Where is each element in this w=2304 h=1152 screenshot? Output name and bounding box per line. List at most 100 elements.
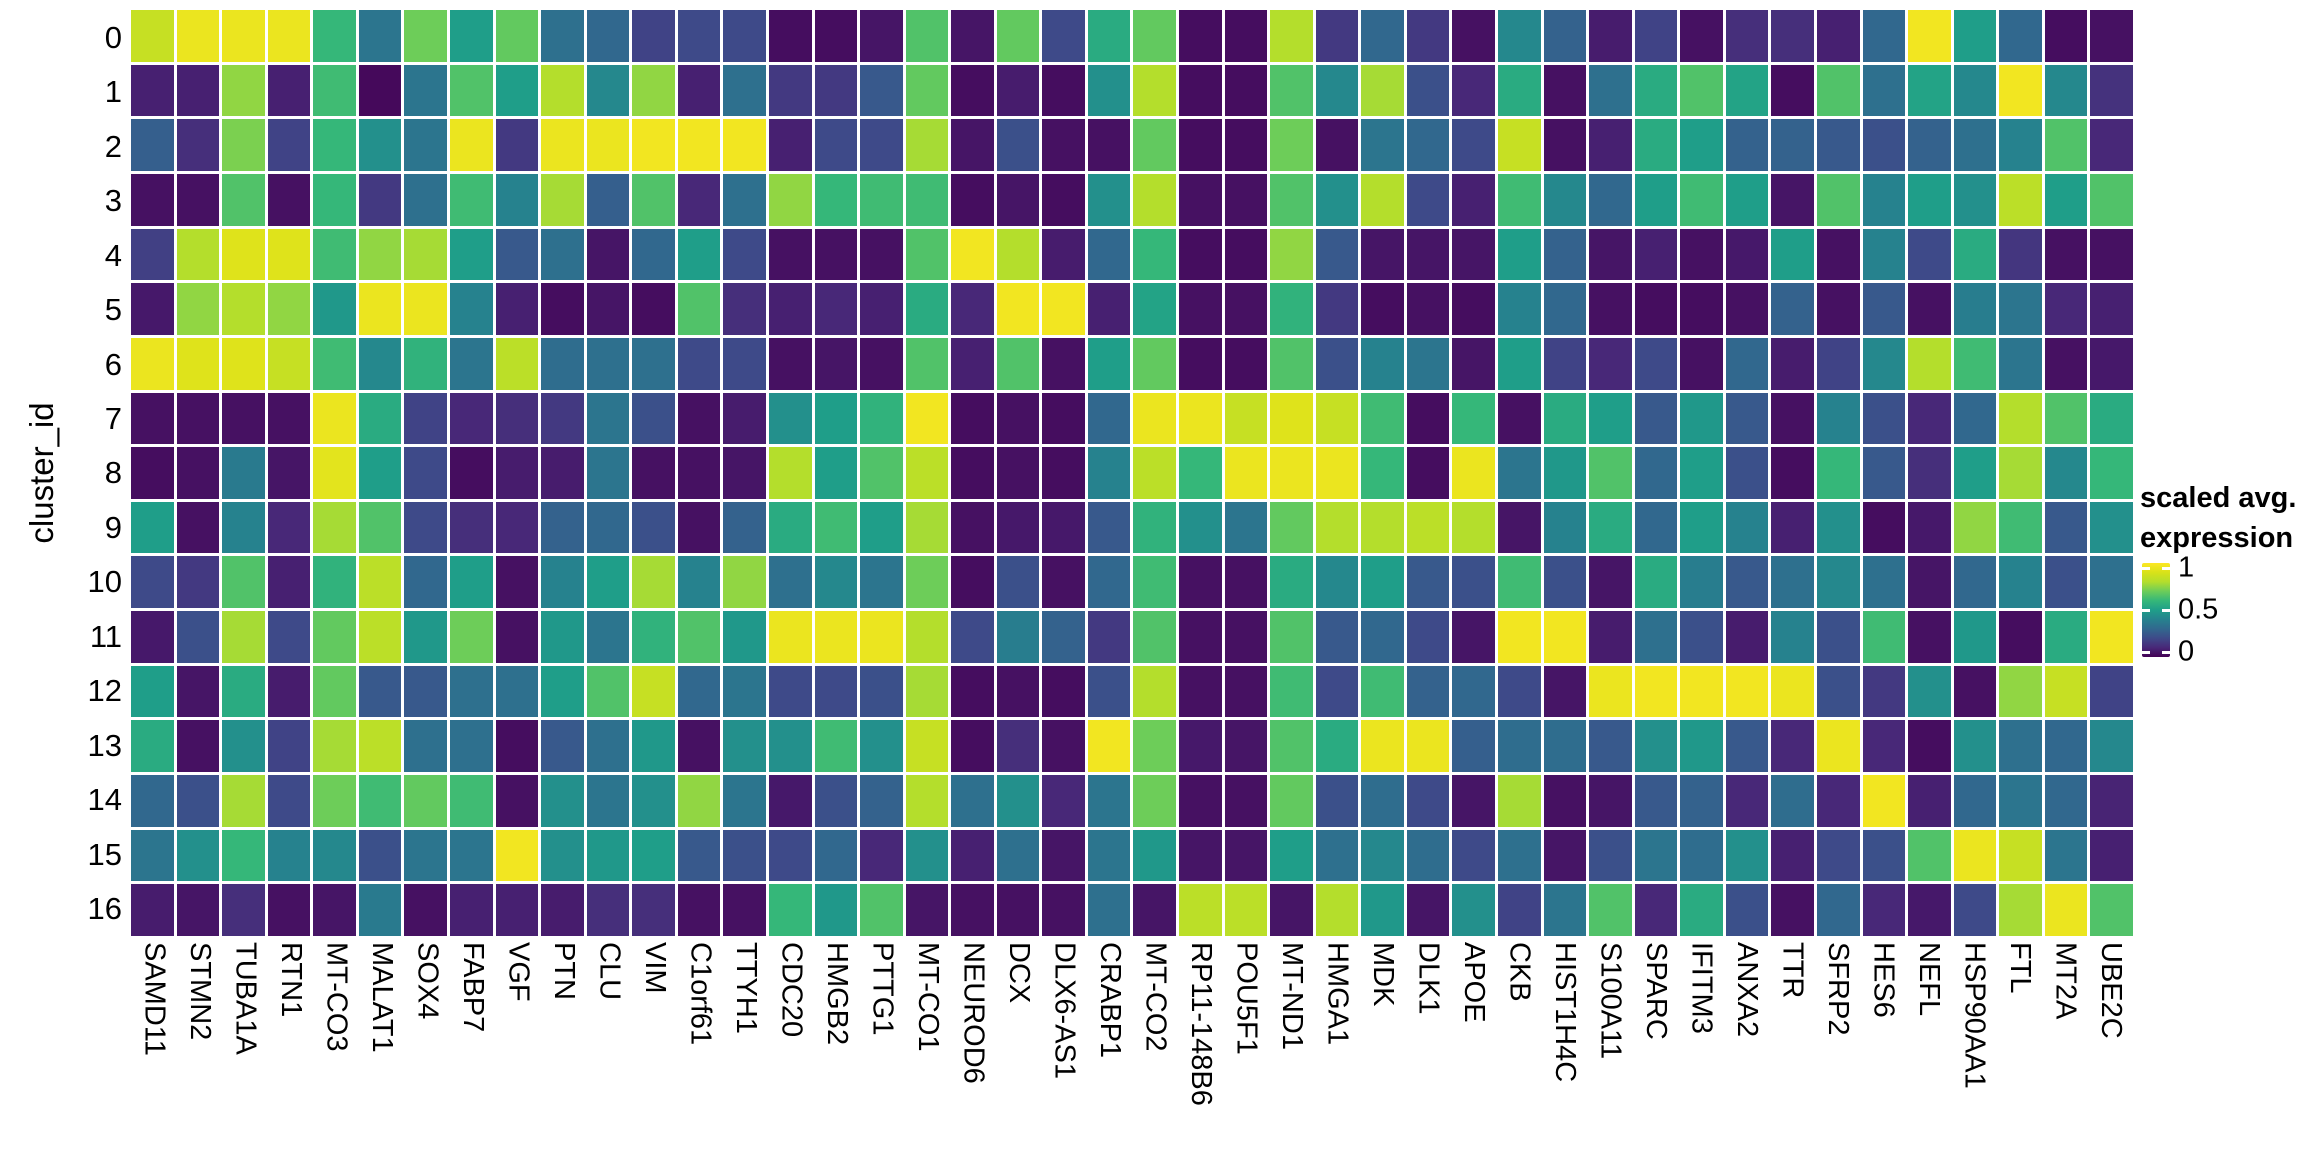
heatmap-cell — [1315, 392, 1359, 445]
x-tick-label: HMGB2 — [820, 942, 853, 1046]
heatmap-cell — [131, 228, 174, 281]
heatmap-cell — [449, 337, 493, 390]
heatmap-cell — [1270, 501, 1313, 554]
heatmap-cell — [1817, 884, 1860, 936]
heatmap-cell — [222, 119, 265, 171]
heatmap-cell — [131, 829, 174, 882]
heatmap-cell — [222, 392, 265, 445]
heatmap-cell — [1406, 829, 1450, 882]
heatmap-cell — [404, 337, 447, 390]
heatmap-cell — [723, 556, 766, 609]
heatmap-cell — [2090, 337, 2133, 390]
heatmap-cell — [495, 392, 539, 445]
heatmap-cell — [267, 173, 311, 226]
heatmap-cell — [1543, 611, 1587, 663]
heatmap-cell — [404, 283, 447, 335]
heatmap-cell — [586, 884, 630, 936]
heatmap-cell — [2044, 228, 2088, 281]
heatmap-cell — [1862, 447, 1906, 499]
heatmap-cell — [860, 337, 903, 390]
heatmap-cell — [814, 392, 858, 445]
heatmap-cell — [2044, 556, 2088, 609]
heatmap-cell — [860, 64, 903, 117]
heatmap-cell — [1315, 501, 1359, 554]
heatmap-cell — [1589, 775, 1632, 827]
heatmap-cell — [860, 10, 903, 62]
heatmap-cell — [267, 447, 311, 499]
heatmap-cell — [1406, 884, 1450, 936]
heatmap-cell — [996, 283, 1040, 335]
heatmap-cell — [814, 337, 858, 390]
heatmap-cell — [996, 119, 1040, 171]
heatmap-cell — [1543, 447, 1587, 499]
heatmap-cell — [586, 611, 630, 663]
heatmap-cell — [404, 64, 447, 117]
heatmap-cell — [267, 337, 311, 390]
heatmap-cell — [1908, 173, 1951, 226]
heatmap-cell — [1543, 64, 1587, 117]
heatmap-cell — [1361, 337, 1404, 390]
x-tick-label: DLK1 — [1412, 942, 1445, 1015]
heatmap-cell — [1087, 64, 1131, 117]
heatmap-cell — [2044, 884, 2088, 936]
heatmap-cell — [267, 720, 311, 773]
heatmap-cell — [768, 611, 812, 663]
y-tick-label: 12 — [87, 673, 122, 709]
heatmap-cell — [267, 884, 311, 936]
heatmap-cell — [677, 884, 721, 936]
y-tick-label: 8 — [104, 455, 122, 491]
heatmap-cell — [768, 119, 812, 171]
heatmap-cell — [131, 665, 174, 718]
heatmap-cell — [905, 447, 949, 499]
legend-title-line2: expression — [2140, 522, 2294, 554]
heatmap-cell — [768, 501, 812, 554]
heatmap-cell — [1361, 829, 1404, 882]
x-tick-label: SOX4 — [411, 942, 444, 1020]
heatmap-cell — [1725, 775, 1769, 827]
heatmap-cell — [1680, 392, 1723, 445]
heatmap-cell — [1452, 10, 1496, 62]
heatmap-cell — [1498, 829, 1541, 882]
heatmap-cell — [1452, 64, 1496, 117]
heatmap-cell — [449, 829, 493, 882]
heatmap-cell — [1725, 10, 1769, 62]
heatmap-cell — [905, 392, 949, 445]
heatmap-cell — [632, 337, 675, 390]
heatmap-cell — [1361, 283, 1404, 335]
heatmap-cell — [1270, 884, 1313, 936]
heatmap-cell — [1725, 392, 1769, 445]
heatmap-cell — [860, 173, 903, 226]
heatmap-cell — [1087, 119, 1131, 171]
heatmap-cell — [1862, 228, 1906, 281]
heatmap-cell — [996, 337, 1040, 390]
heatmap-cell — [1315, 611, 1359, 663]
heatmap-cell — [1771, 10, 1815, 62]
heatmap-cell — [814, 884, 858, 936]
heatmap-cell — [723, 884, 766, 936]
heatmap-cell — [1634, 720, 1678, 773]
heatmap-cell — [404, 173, 447, 226]
x-tick-label: SPARC — [1639, 942, 1672, 1040]
heatmap-cell — [1589, 228, 1632, 281]
heatmap-cell — [313, 611, 356, 663]
heatmap-cell — [1999, 119, 2042, 171]
heatmap-cell — [1133, 10, 1177, 62]
legend: scaled avg. expression 1 0.5 0 — [2138, 478, 2304, 688]
heatmap-cell — [1908, 10, 1951, 62]
heatmap-cell — [677, 10, 721, 62]
heatmap-cell — [768, 173, 812, 226]
heatmap-cell — [677, 775, 721, 827]
heatmap-cell — [1908, 337, 1951, 390]
heatmap-cell — [1589, 556, 1632, 609]
x-tick-label: ANXA2 — [1730, 942, 1763, 1038]
heatmap-cell — [1498, 283, 1541, 335]
heatmap-cell — [1406, 611, 1450, 663]
heatmap-cell — [1999, 611, 2042, 663]
heatmap-cell — [1680, 10, 1723, 62]
heatmap-cell — [723, 447, 766, 499]
heatmap-cell — [1725, 665, 1769, 718]
heatmap-cell — [358, 775, 402, 827]
heatmap-cell — [541, 173, 584, 226]
heatmap-cell — [1087, 611, 1131, 663]
heatmap-cell — [814, 119, 858, 171]
